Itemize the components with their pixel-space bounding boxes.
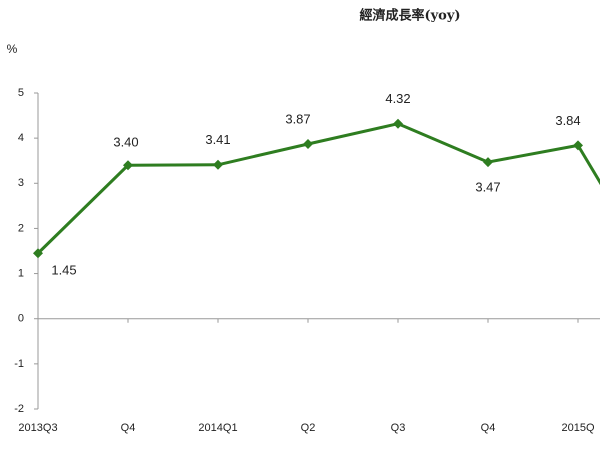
- y-tick-label: 5: [18, 87, 24, 99]
- x-tick-label: Q4: [481, 422, 496, 434]
- point-marker: [393, 118, 403, 129]
- point-marker: [483, 157, 493, 168]
- point-marker: [123, 160, 133, 171]
- point-marker: [213, 159, 223, 170]
- chart-title: 經濟成長率(yoy): [359, 8, 460, 24]
- x-tick-label: Q4: [121, 422, 136, 434]
- y-tick-label: -1: [14, 358, 24, 370]
- y-tick-label: 1: [18, 267, 24, 279]
- data-label: 1.45: [51, 263, 76, 278]
- x-tick-label: 2013Q3: [18, 422, 57, 434]
- y-tick-label: 0: [18, 313, 24, 325]
- y-tick-label: 3: [18, 177, 24, 189]
- y-tick-label: 4: [18, 132, 24, 144]
- y-tick-label: -2: [14, 403, 24, 415]
- y-axis-label: %: [7, 42, 18, 56]
- point-marker: [303, 139, 313, 150]
- x-tick-label: Q2: [301, 422, 316, 434]
- data-label: 3.40: [113, 135, 138, 150]
- x-tick-label: 2014Q1: [198, 422, 237, 434]
- data-label: 4.32: [385, 91, 410, 106]
- data-label: 3.84: [555, 113, 580, 128]
- data-label: 3.41: [205, 132, 230, 147]
- y-tick-label: 2: [18, 222, 24, 234]
- point-marker: [573, 140, 583, 151]
- data-label: 3.47: [475, 180, 500, 195]
- point-marker: [33, 248, 43, 259]
- x-tick-label: 2015Q: [561, 422, 594, 434]
- x-tick-label: Q3: [391, 422, 406, 434]
- line: [36, 122, 600, 255]
- data-label: 3.87: [285, 111, 310, 126]
